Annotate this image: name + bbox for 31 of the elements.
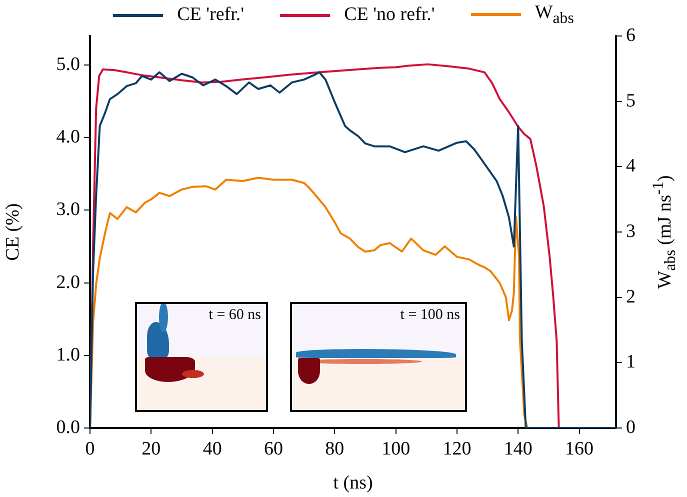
y2-tick-label: 5 bbox=[626, 90, 636, 112]
legend-label: CE 'no refr.' bbox=[344, 4, 435, 26]
y-tick-label: 0.0 bbox=[56, 416, 80, 438]
y2-tick-label: 2 bbox=[626, 286, 636, 308]
x-tick-label: 160 bbox=[565, 438, 594, 460]
y-tick-label: 4.0 bbox=[56, 126, 80, 148]
x-tick-label: 120 bbox=[442, 438, 472, 460]
y2-tick-label: 4 bbox=[626, 156, 636, 177]
x-tick-label: 0 bbox=[85, 438, 95, 460]
x-tick-label: 60 bbox=[264, 438, 283, 460]
y-tick-label: 2.0 bbox=[56, 272, 80, 293]
annotation: t = 60 ns bbox=[208, 307, 261, 324]
y-tick-label: 5.0 bbox=[56, 54, 80, 76]
y2-tick-label: 1 bbox=[626, 352, 636, 373]
simulation-snapshot: t = 60 ns bbox=[135, 302, 268, 412]
y2-tick-label: 0 bbox=[626, 416, 636, 438]
y2-tick-label: 3 bbox=[626, 220, 636, 242]
y-tick-label: 3.0 bbox=[56, 199, 80, 220]
annotation: t = 100 ns bbox=[400, 307, 460, 324]
x-tick-label: 140 bbox=[504, 438, 532, 460]
y2-tick-label: 6 bbox=[626, 24, 636, 46]
x-tick-label: 100 bbox=[382, 438, 410, 460]
legend-label: CE 'refr.' bbox=[177, 4, 244, 26]
legend-label: W$_{abs}$ bbox=[534, 2, 574, 28]
x-axis-title: t (ns) bbox=[333, 472, 373, 494]
simulation-snapshot: t = 100 ns bbox=[290, 302, 467, 412]
x-tick-label: 40 bbox=[202, 438, 222, 460]
y-axis-title: CE (%) bbox=[2, 203, 24, 261]
y-tick-label: 1.0 bbox=[56, 344, 80, 366]
x-tick-label: 20 bbox=[142, 438, 161, 460]
x-tick-label: 80 bbox=[325, 438, 344, 460]
